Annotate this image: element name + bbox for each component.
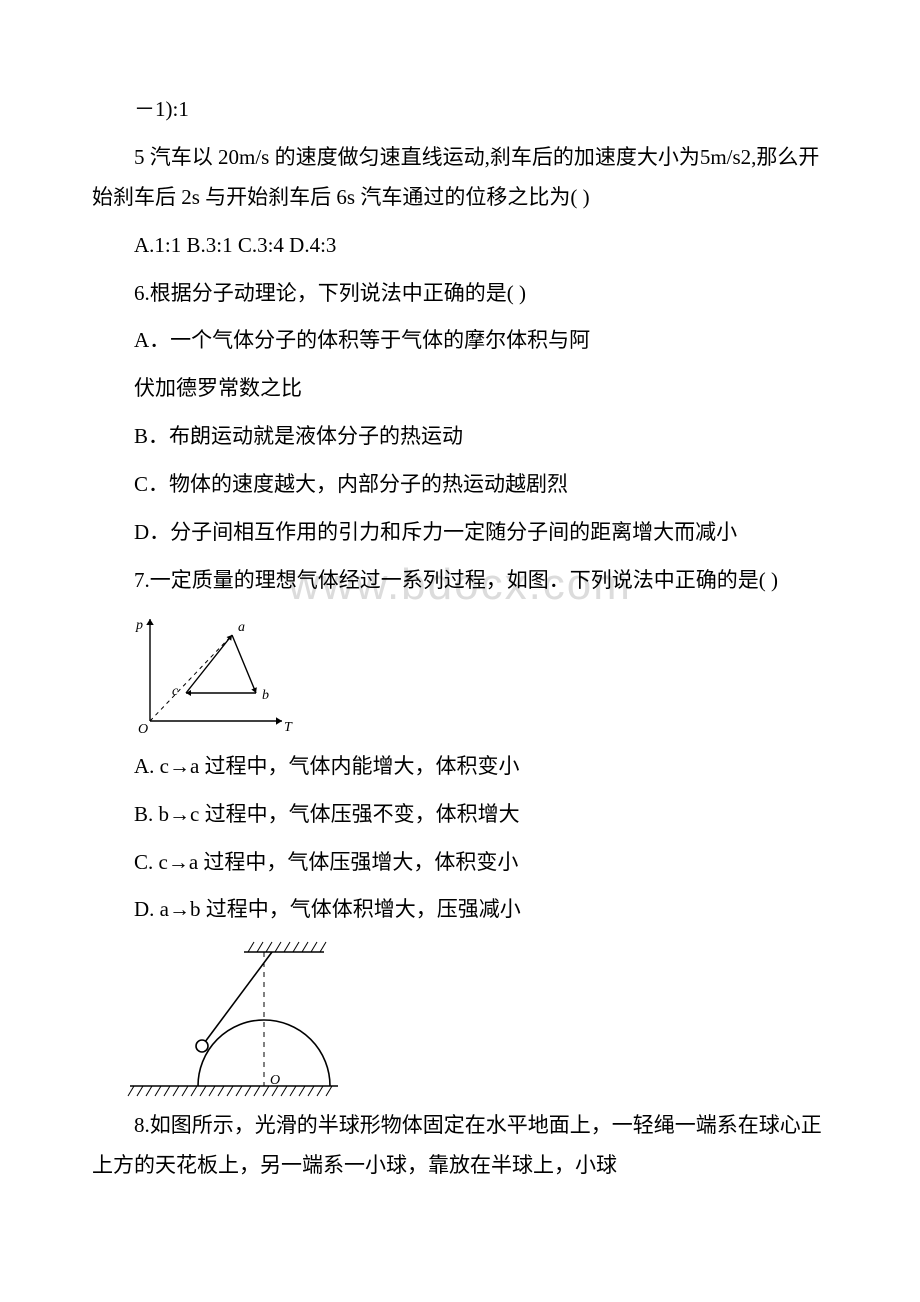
q6-opt-a-line1: A．一个气体分子的体积等于气体的摩尔体积与阿 — [92, 321, 828, 361]
q8-figure: O — [124, 938, 828, 1098]
q5-stem: 5 汽车以 20m/s 的速度做匀速直线运动,刹车后的加速度大小为5m/s2,那… — [92, 138, 828, 218]
q5-options: A.1:1 B.3:1 C.3:4 D.4:3 — [92, 226, 828, 266]
svg-text:O: O — [138, 722, 148, 737]
page-content: －1):1 5 汽车以 20m/s 的速度做匀速直线运动,刹车后的加速度大小为5… — [92, 90, 828, 1186]
pt-diagram-icon: p T Oa b c — [124, 609, 294, 739]
q7-figure: p T Oa b c — [124, 609, 828, 739]
svg-text:b: b — [262, 688, 269, 703]
svg-text:c: c — [172, 684, 179, 699]
q7-opt-a: A. c→a 过程中，气体内能增大，体积变小 — [92, 747, 828, 787]
q8-stem: 8.如图所示，光滑的半球形物体固定在水平地面上，一轻绳一端系在球心正上方的天花板… — [92, 1106, 828, 1186]
q6-opt-b: B．布朗运动就是液体分子的热运动 — [92, 417, 828, 457]
q6-opt-c: C．物体的速度越大，内部分子的热运动越剧烈 — [92, 465, 828, 505]
q4-tail: －1):1 — [92, 90, 828, 130]
svg-text:T: T — [284, 720, 293, 735]
q7-opt-b: B. b→c 过程中，气体压强不变，体积增大 — [92, 795, 828, 835]
svg-text:O: O — [270, 1073, 280, 1088]
q6-opt-d: D．分子间相互作用的引力和斥力一定随分子间的距离增大而减小 — [92, 513, 828, 553]
q6-opt-a-line2: 伏加德罗常数之比 — [92, 369, 828, 409]
hemisphere-rope-icon: O — [124, 938, 344, 1098]
q7-opt-c: C. c→a 过程中，气体压强增大，体积变小 — [92, 843, 828, 883]
svg-text:a: a — [238, 620, 245, 635]
q6-stem: 6.根据分子动理论，下列说法中正确的是( ) — [92, 274, 828, 314]
svg-text:p: p — [135, 618, 143, 633]
q7-stem: 7.一定质量的理想气体经过一系列过程，如图．下列说法中正确的是( ) — [92, 561, 828, 601]
q7-opt-d: D. a→b 过程中，气体体积增大，压强减小 — [92, 890, 828, 930]
